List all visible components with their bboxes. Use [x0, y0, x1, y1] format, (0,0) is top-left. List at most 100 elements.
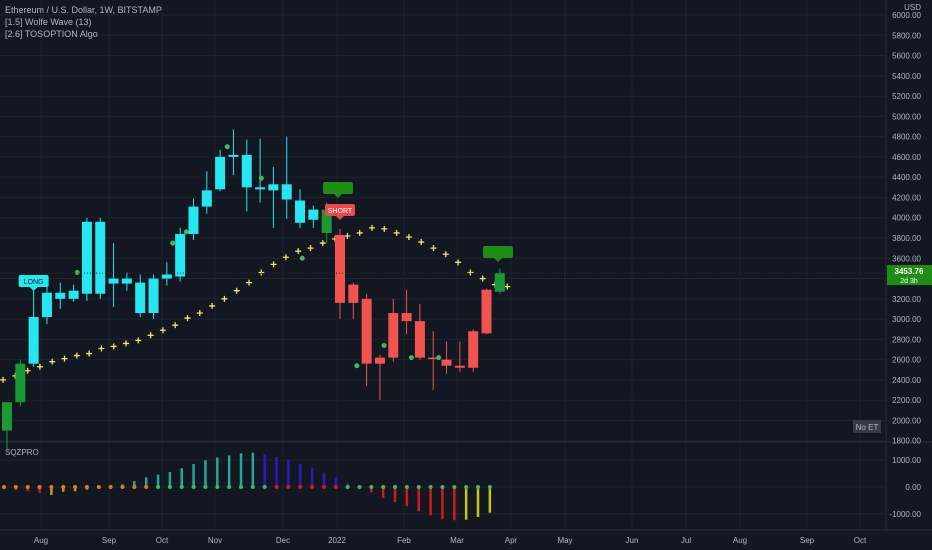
- osc-tick-label: 1000.00: [892, 456, 921, 465]
- squeeze-dot: [298, 485, 303, 489]
- price-tick-label: 4600.00: [892, 153, 921, 162]
- squeeze-dot: [381, 485, 386, 489]
- candle-body: [108, 278, 119, 284]
- time-tick-label: Apr: [505, 536, 518, 545]
- squeeze-dot: [156, 485, 161, 489]
- currency-label: USD: [904, 3, 921, 12]
- price-tick-label: 2200.00: [892, 396, 921, 405]
- long-label: LONG: [18, 275, 49, 291]
- trailing-stop-mark: [455, 259, 462, 266]
- time-tick-label: Jul: [681, 536, 691, 545]
- candle-body: [15, 363, 26, 403]
- trailing-stop-mark: [110, 343, 117, 350]
- time-tick-label: Mar: [450, 536, 464, 545]
- time-tick-label: Feb: [397, 536, 411, 545]
- squeeze-dot: [416, 485, 421, 489]
- buy-signal-flag: [483, 246, 513, 262]
- squeeze-dot: [345, 485, 350, 489]
- squeeze-dot: [2, 485, 6, 489]
- trailing-stop-mark: [233, 287, 240, 294]
- time-tick-label: Dec: [276, 536, 290, 545]
- squeeze-dot: [262, 485, 267, 489]
- squeeze-dot: [464, 485, 469, 489]
- trailing-stop-mark: [196, 310, 203, 317]
- signal-dot: [224, 144, 230, 150]
- price-tick-label: 2600.00: [892, 356, 921, 365]
- price-tick-label: 3200.00: [892, 295, 921, 304]
- candle-body: [228, 154, 239, 157]
- squeeze-dot: [440, 485, 445, 489]
- trailing-stop-mark: [467, 269, 474, 276]
- trailing-stop-mark: [479, 275, 486, 282]
- candle-body: [494, 273, 505, 292]
- price-tick-label: 2800.00: [892, 335, 921, 344]
- squeeze-dot: [227, 485, 232, 489]
- candle-body: [41, 292, 52, 318]
- long-label-pointer: [29, 287, 38, 291]
- trailing-stop-mark: [135, 337, 142, 344]
- candle-body: [188, 206, 199, 234]
- price-tick-label: 5000.00: [892, 112, 921, 121]
- short-label: SHORT: [325, 204, 355, 220]
- squeeze-dot: [476, 485, 480, 489]
- trailing-stop-mark: [24, 367, 31, 374]
- trailing-stop-mark: [270, 261, 277, 268]
- indicator-tosoption-algo[interactable]: [2.6] TOSOPTION Algo: [5, 29, 98, 39]
- squeeze-dot: [487, 485, 492, 489]
- trailing-stop-mark: [184, 315, 191, 322]
- trailing-stop-mark: [73, 352, 80, 359]
- trailing-stop-mark: [356, 229, 363, 236]
- squeeze-dot: [357, 485, 362, 489]
- time-tick-label: Nov: [208, 536, 222, 545]
- squeeze-dot: [61, 485, 66, 489]
- squeeze-dot: [321, 485, 326, 489]
- signal-dot: [170, 240, 176, 246]
- trailing-stop-mark: [442, 251, 449, 258]
- squeeze-dot: [25, 485, 30, 489]
- signal-dot: [258, 175, 264, 181]
- price-tick-label: 3000.00: [892, 315, 921, 324]
- squeeze-dot: [333, 485, 338, 489]
- squeeze-dot: [120, 485, 125, 489]
- signal-dot: [74, 269, 80, 275]
- countdown-label: 2d 3h: [900, 278, 918, 285]
- time-tick-label: Jun: [626, 536, 639, 545]
- current-price-tag: [887, 265, 932, 286]
- candle-body: [175, 233, 186, 277]
- trailing-stop-mark: [430, 245, 437, 252]
- price-tick-label: 5200.00: [892, 92, 921, 101]
- squeeze-dot: [144, 485, 149, 489]
- squeeze-dot: [250, 485, 255, 489]
- squeeze-dot: [393, 485, 398, 489]
- buy-signal-flag-pointer: [334, 194, 342, 198]
- candle-body: [55, 292, 66, 299]
- squeeze-dot: [286, 485, 291, 489]
- price-tick-label: 3800.00: [892, 234, 921, 243]
- short-label-pointer: [336, 216, 344, 220]
- signal-dot: [183, 229, 189, 235]
- trailing-stop-mark: [369, 224, 375, 231]
- indicator-wolfe-wave[interactable]: [1.5] Wolfe Wave (13): [5, 17, 92, 27]
- trailing-stop-mark: [147, 332, 154, 339]
- signal-dot: [381, 342, 387, 348]
- short-label-label: SHORT: [328, 208, 353, 215]
- time-tick-label: Oct: [854, 536, 867, 545]
- candle-body: [441, 359, 452, 366]
- squeeze-dot: [191, 485, 196, 489]
- price-tick-label: 1800.00: [892, 437, 921, 446]
- price-tick-label: 4200.00: [892, 193, 921, 202]
- no-et-badge: [853, 420, 881, 433]
- squeeze-dot: [203, 485, 208, 489]
- trailing-stop-mark: [159, 327, 166, 334]
- trailing-stop-mark: [36, 363, 43, 370]
- symbol-title: Ethereum / U.S. Dollar, 1W, BITSTAMP: [5, 5, 162, 15]
- squeeze-dot: [274, 485, 279, 489]
- squeeze-dot: [167, 485, 172, 489]
- time-tick-label: Aug: [34, 536, 48, 545]
- signal-dot: [408, 355, 414, 361]
- trailing-stop-mark: [221, 295, 228, 302]
- price-tick-label: 4400.00: [892, 173, 921, 182]
- price-tick-label: 5800.00: [892, 31, 921, 40]
- trailing-stop-mark: [405, 233, 412, 240]
